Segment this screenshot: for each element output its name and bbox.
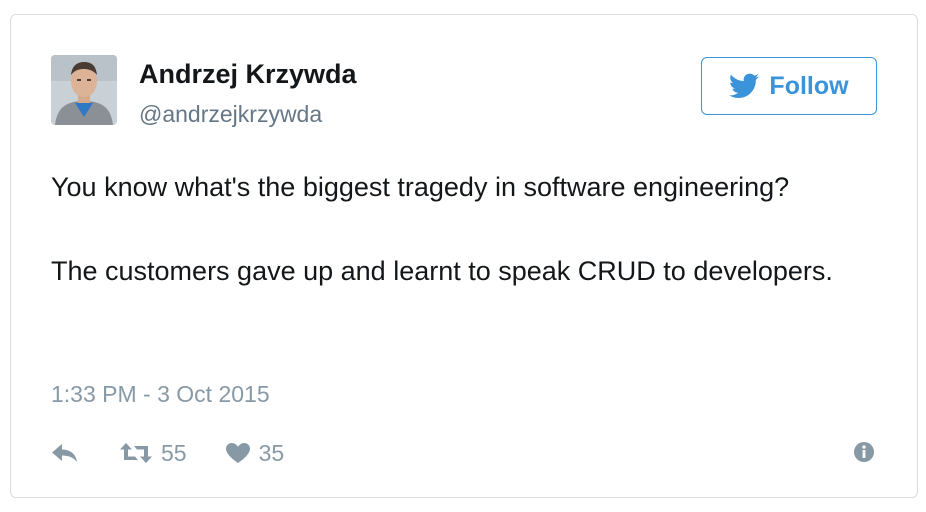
twitter-bird-icon <box>729 73 760 98</box>
tweet-card: Andrzej Krzywda @andrzejkrzywda Follow Y… <box>10 14 918 498</box>
retweet-button[interactable]: 55 <box>119 440 187 467</box>
retweet-icon <box>120 443 152 463</box>
heart-icon <box>225 443 250 463</box>
follow-button[interactable]: Follow <box>701 57 877 115</box>
avatar[interactable] <box>51 55 117 125</box>
tweet-paragraph: The customers gave up and learnt to spea… <box>51 256 833 286</box>
author-name[interactable]: Andrzej Krzywda <box>139 59 357 89</box>
like-count: 35 <box>258 439 285 466</box>
like-button[interactable]: 35 <box>225 439 285 467</box>
tweet-timestamp[interactable]: 1:33 PM - 3 Oct 2015 <box>51 381 270 407</box>
avatar-photo <box>51 55 117 125</box>
reply-button[interactable] <box>51 442 79 464</box>
tweet-text: You know what's the biggest tragedy in s… <box>51 165 851 293</box>
retweet-count: 55 <box>161 439 187 466</box>
tweet-actions: 55 35 <box>51 435 284 471</box>
author-handle[interactable]: @andrzejkrzywda <box>139 101 323 127</box>
reply-icon <box>52 444 77 462</box>
info-icon[interactable] <box>853 441 875 463</box>
follow-label: Follow <box>769 71 849 100</box>
tweet-paragraph: You know what's the biggest tragedy in s… <box>51 172 790 202</box>
